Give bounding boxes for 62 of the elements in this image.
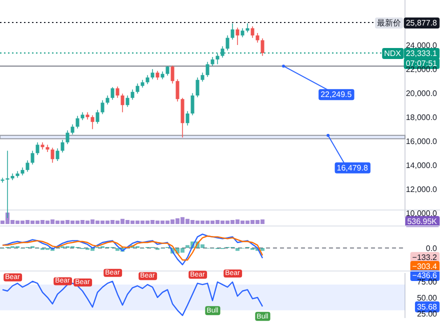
text: −436.6 (412, 271, 438, 280)
candlestick (136, 83, 140, 94)
candlestick (226, 35, 230, 51)
candlestick (240, 28, 244, 38)
candlestick (130, 89, 134, 100)
candlestick (166, 66, 170, 76)
candlestick (60, 140, 64, 153)
candlestick (230, 23, 234, 40)
y-tick-label: 18,000.0 (406, 113, 438, 122)
candlestick (196, 77, 200, 98)
candlestick (126, 95, 130, 108)
text: 35.68 (416, 302, 438, 312)
y-tick-label: 24,000.0 (406, 41, 438, 50)
candlestick (250, 26, 254, 38)
ref-line-label: 23,333.1 (406, 49, 438, 58)
y-tick-label: 20,000.0 (406, 89, 438, 98)
candlestick (56, 148, 60, 162)
candlestick (220, 46, 224, 58)
text: −133.2 (412, 253, 438, 262)
candlestick (100, 100, 104, 115)
candlestick (186, 110, 190, 126)
candlestick (236, 27, 240, 46)
candlestick (260, 38, 264, 56)
annotation: NDX (384, 49, 402, 58)
candlestick (30, 150, 34, 165)
candlestick (50, 147, 54, 164)
candlestick (116, 86, 120, 98)
candlestick (106, 95, 110, 105)
y-tick-label: 50.00 (416, 293, 438, 302)
y-tick-label: 16,000.0 (406, 137, 438, 146)
candlestick (246, 23, 250, 33)
y-tick-label: 14,000.0 (406, 161, 438, 170)
candlestick (256, 32, 260, 44)
candlestick (150, 68, 154, 80)
ref-line-label: 25,877.8 (406, 18, 438, 28)
text: 536.95K (407, 217, 438, 226)
annotation: 最新价 (377, 18, 401, 28)
candlestick (120, 93, 124, 113)
ref-line-label: 22,249.5 (320, 90, 352, 100)
candlestick (156, 70, 160, 80)
candlestick (190, 92, 194, 116)
candlestick (206, 61, 210, 78)
candlestick (90, 114, 94, 130)
candlestick (170, 65, 174, 84)
candlestick (110, 86, 114, 100)
y-tick-label: 12,000.0 (406, 185, 438, 194)
band-label: 16,479.8 (336, 163, 368, 172)
candlestick (76, 116, 80, 129)
candlestick (200, 72, 204, 82)
y-tick-label: 10,000.0 (406, 209, 438, 218)
candlestick (210, 56, 214, 66)
candlestick (66, 130, 70, 145)
candlestick (176, 78, 180, 102)
candlestick (26, 160, 30, 172)
text: −303.4 (412, 262, 438, 271)
candlestick (70, 124, 74, 135)
candlestick (96, 110, 100, 124)
candlestick (36, 142, 40, 156)
candlestick (216, 53, 220, 65)
candlestick (146, 74, 150, 84)
ref-line-label: 0.0 (426, 244, 438, 253)
bar (260, 248, 264, 251)
